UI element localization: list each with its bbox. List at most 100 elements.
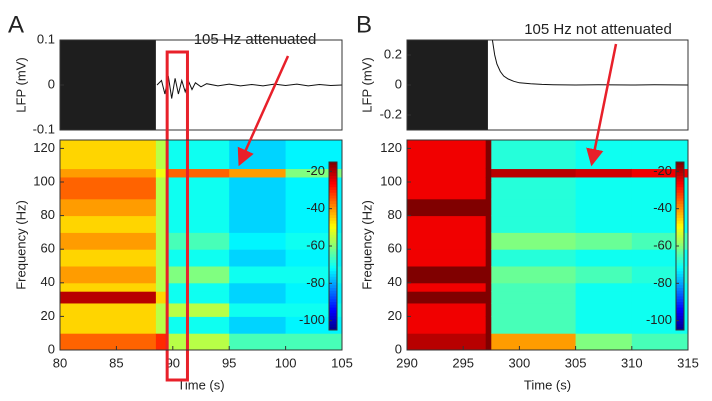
colorbar-segment — [329, 240, 337, 244]
heatmap-cell — [575, 316, 633, 334]
colorbar-segment — [329, 318, 337, 323]
heatmap-cell — [167, 232, 230, 250]
colorbar-segment — [676, 321, 684, 325]
colorbar-segment — [329, 285, 337, 289]
y-tick-label: -0.2 — [380, 106, 402, 121]
heatmap-cell — [491, 316, 577, 334]
y-tick-label: 0 — [395, 76, 402, 91]
colorbar-segment — [329, 220, 337, 225]
colorbar-tick-label: -80 — [306, 275, 325, 290]
heatmap-cell — [60, 291, 157, 304]
colorbar-segment — [676, 167, 684, 171]
heatmap-cell — [229, 198, 287, 217]
heatmap-cell — [491, 282, 577, 292]
heatmap-cell — [485, 198, 492, 217]
colorbar-segment — [676, 218, 684, 222]
heatmap-cell — [485, 316, 492, 334]
heatmap-cell — [407, 168, 487, 178]
x-tick-label: 85 — [109, 355, 123, 370]
colorbar-segment — [329, 310, 337, 314]
heatmap-cell — [167, 182, 230, 200]
heatmap-cell — [60, 140, 157, 170]
x-tick-label: 90 — [166, 355, 180, 370]
colorbar-segment — [676, 176, 684, 180]
colorbar-segment — [329, 279, 337, 283]
heatmap-cell — [229, 182, 287, 200]
heatmap-cell — [229, 266, 287, 284]
y-tick-label: 0 — [395, 341, 402, 356]
colorbar-segment — [329, 218, 337, 222]
heatmap-cell — [491, 176, 577, 183]
heatmap-cell — [167, 266, 230, 284]
heatmap-cell — [167, 215, 230, 233]
colorbar-segment — [329, 293, 337, 297]
plots: A 105 Hz attenuated -0.1 0 0.1 LFP (mV) 80 85 90… — [8, 11, 699, 392]
heatmap-cell — [155, 198, 168, 217]
colorbar-segment — [676, 240, 684, 244]
colorbar-segment — [676, 254, 684, 258]
colorbar-segment — [676, 181, 684, 185]
colorbar-segment — [329, 226, 337, 230]
colorbar-tick-label: -100 — [299, 312, 325, 327]
colorbar-segment — [676, 293, 684, 297]
heatmap-cell — [575, 266, 633, 284]
colorbar-tick-label: -80 — [653, 275, 672, 290]
heatmap-cell — [229, 333, 287, 351]
heatmap-cell — [60, 333, 157, 351]
lfp-trace — [156, 75, 343, 99]
annotation: 105 Hz attenuated — [194, 31, 317, 48]
heatmap-cell — [575, 249, 633, 267]
y-tick-label: 80 — [41, 207, 55, 222]
heatmap-cell — [229, 176, 287, 183]
heatmap-cell — [285, 316, 343, 334]
x-tick-label: 315 — [677, 355, 699, 370]
colorbar-segment — [676, 257, 684, 261]
colorbar-segment — [329, 190, 337, 194]
colorbar-tick-label: -20 — [306, 163, 325, 178]
heatmap-cell — [631, 249, 689, 267]
x-axis-label: Time (s) — [177, 377, 224, 392]
colorbar-segment — [676, 304, 684, 309]
heatmap-cell — [167, 198, 230, 217]
heatmap-cell — [155, 333, 168, 351]
heatmap-cell — [631, 182, 689, 200]
heatmap-cell — [575, 232, 633, 250]
heatmap-cell — [631, 215, 689, 233]
heatmap-cell — [60, 302, 157, 317]
heatmap-cell — [285, 176, 343, 183]
colorbar-segment — [676, 220, 684, 225]
y-tick-label: 60 — [388, 241, 402, 256]
colorbar-segment — [676, 223, 684, 227]
colorbar-segment — [329, 248, 337, 253]
heatmap-cell — [491, 182, 577, 200]
heatmap-cell — [407, 140, 487, 170]
heatmap-cell — [485, 182, 492, 200]
heatmap-cell — [491, 215, 577, 233]
heatmap-cell — [407, 316, 487, 334]
colorbar-segment — [329, 173, 337, 177]
colorbar-tick-label: -60 — [653, 237, 672, 252]
heatmap-cell — [575, 182, 633, 200]
colorbar-segment — [329, 176, 337, 180]
colorbar-segment — [676, 173, 684, 177]
y-tick-label: 0 — [48, 341, 55, 356]
colorbar-segment — [676, 212, 684, 216]
colorbar-segment — [329, 162, 337, 166]
colorbar-segment — [676, 271, 684, 275]
heatmap-cell — [229, 291, 287, 304]
heatmap-cell — [575, 302, 633, 317]
colorbar-segment — [329, 260, 337, 264]
colorbar-segment — [329, 246, 337, 250]
y-tick-label: 40 — [41, 274, 55, 289]
colorbar-segment — [676, 290, 684, 295]
colorbar-segment — [676, 215, 684, 219]
colorbar-segment — [676, 209, 684, 213]
heatmap-cell — [60, 182, 157, 200]
colorbar-segment — [329, 195, 337, 199]
colorbar-segment — [329, 243, 337, 247]
axes-frame — [406, 139, 689, 351]
colorbar-segment — [676, 190, 684, 194]
heatmap-cell — [575, 168, 633, 178]
colorbar-segment — [329, 184, 337, 188]
heatmap-cell — [631, 302, 689, 317]
